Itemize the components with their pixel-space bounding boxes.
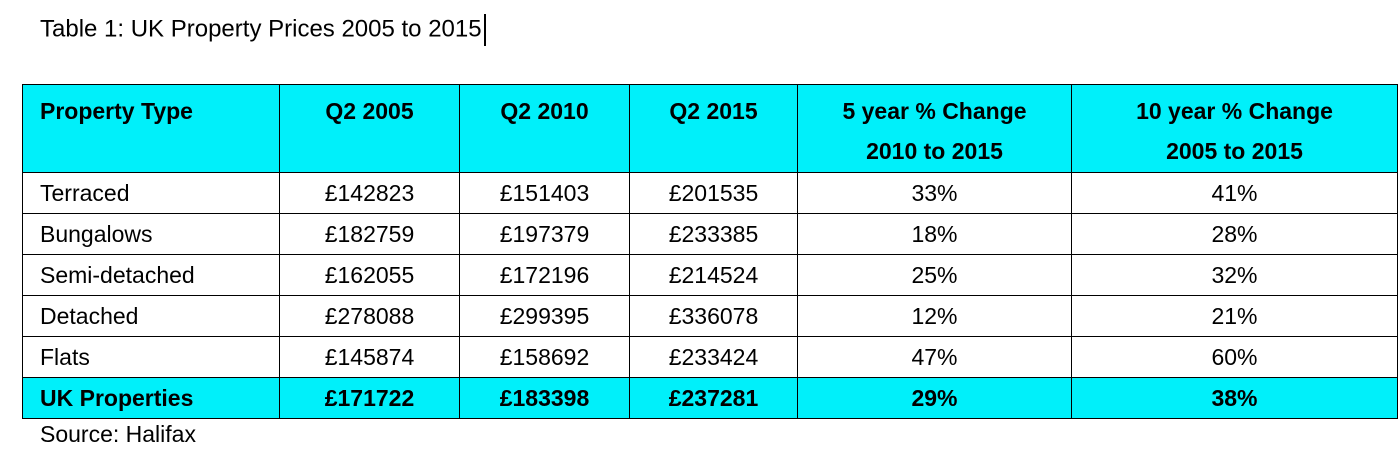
header-cell: 5 year % Change 2010 to 2015 xyxy=(797,84,1072,173)
header-text: 2005 to 2015 xyxy=(1166,138,1303,164)
total-cell: £237281 xyxy=(629,377,798,419)
table-row: Bungalows £182759 £197379 £233385 18% 28% xyxy=(22,213,1398,255)
table-header: Property Type Q2 2005 Q2 2010 Q2 2015 5 year… xyxy=(22,84,1398,173)
header-text: Q2 2015 xyxy=(669,98,758,124)
table-cell: 21% xyxy=(1071,295,1398,337)
table-cell: £201535 xyxy=(629,172,798,214)
table-cell: 33% xyxy=(797,172,1072,214)
header-cell: Property Type xyxy=(22,84,280,173)
table-cell: Bungalows xyxy=(22,213,280,255)
title: Table 1: UK Property Prices 2005 to 2015 xyxy=(40,15,482,43)
table-cell: 60% xyxy=(1071,336,1398,378)
table-row: Detached £278088 £299395 £336078 12% 21% xyxy=(22,295,1398,337)
total-cell: £171722 xyxy=(279,377,460,419)
header-text: Q2 2010 xyxy=(500,98,589,124)
table-cell: £336078 xyxy=(629,295,798,337)
header-row: Property Type Q2 2005 Q2 2010 Q2 2015 5 year… xyxy=(22,84,1398,173)
header-cell: Q2 2005 xyxy=(279,84,460,173)
total-cell: 38% xyxy=(1071,377,1398,419)
table-cell: Detached xyxy=(22,295,280,337)
header-cell: Q2 2015 xyxy=(629,84,798,173)
table-body: Terraced £142823 £151403 £201535 33% 41% Bunga… xyxy=(22,172,1398,419)
table-cell: £278088 xyxy=(279,295,460,337)
total-cell: UK Properties xyxy=(22,377,280,419)
table-cell: £233385 xyxy=(629,213,798,255)
table-cell: 32% xyxy=(1071,254,1398,296)
table-cell: £142823 xyxy=(279,172,460,214)
table-cell: 47% xyxy=(797,336,1072,378)
total-cell: £183398 xyxy=(459,377,630,419)
table-cell: £299395 xyxy=(459,295,630,337)
header-text: Q2 2005 xyxy=(325,98,414,124)
total-cell: 29% xyxy=(797,377,1072,419)
table-cell: Flats xyxy=(22,336,280,378)
table-row: Semi-detached £162055 £172196 £214524 25% 32% xyxy=(22,254,1398,296)
header-cell: Q2 2010 xyxy=(459,84,630,173)
table-cell: 12% xyxy=(797,295,1072,337)
table-cell: 18% xyxy=(797,213,1072,255)
table-cell: Semi-detached xyxy=(22,254,280,296)
table-cell: £172196 xyxy=(459,254,630,296)
table-cell: £182759 xyxy=(279,213,460,255)
table-cell: £214524 xyxy=(629,254,798,296)
table-cell: 41% xyxy=(1071,172,1398,214)
total-row: UK Properties £171722 £183398 £237281 29% 38% xyxy=(22,377,1398,419)
header-text: Property Type xyxy=(40,98,193,124)
header-text: 5 year % Change xyxy=(842,98,1027,124)
header-text: 2010 to 2015 xyxy=(866,138,1003,164)
table-row: Terraced £142823 £151403 £201535 33% 41% xyxy=(22,172,1398,214)
header-cell: 10 year % Change 2005 to 2015 xyxy=(1071,84,1398,173)
table-cell: £233424 xyxy=(629,336,798,378)
table-cell: £145874 xyxy=(279,336,460,378)
text-cursor xyxy=(483,14,486,46)
table-cell: Terraced xyxy=(22,172,280,214)
table-cell: £197379 xyxy=(459,213,630,255)
table-cell: £158692 xyxy=(459,336,630,378)
table-cell: 25% xyxy=(797,254,1072,296)
price-table: Property Type Q2 2005 Q2 2010 Q2 2015 5 year… xyxy=(22,84,1398,419)
header-text: 10 year % Change xyxy=(1136,98,1333,124)
title-line: Table 1: UK Property Prices 2005 to 2015 xyxy=(40,14,486,46)
table-cell: £162055 xyxy=(279,254,460,296)
table-cell: £151403 xyxy=(459,172,630,214)
table-cell: 28% xyxy=(1071,213,1398,255)
table-row: Flats £145874 £158692 £233424 47% 60% xyxy=(22,336,1398,378)
source: Source: Halifax xyxy=(40,421,196,447)
